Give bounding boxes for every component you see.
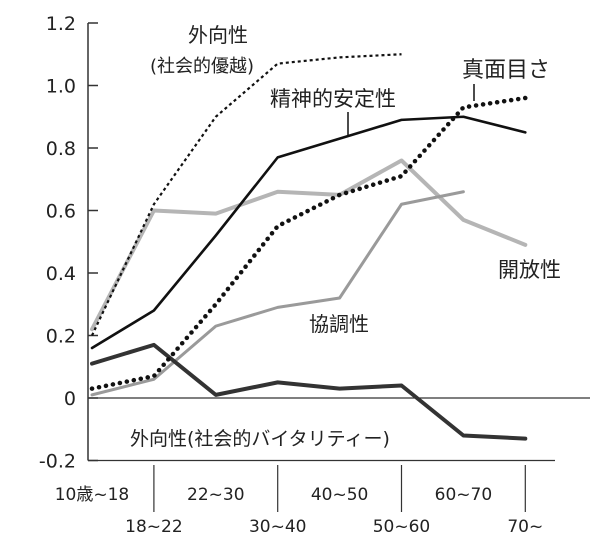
series-label: 協調性 [309, 312, 369, 336]
series-group [92, 54, 526, 439]
y-tick-label: 0 [64, 388, 76, 410]
x-tick-label: 50~60 [373, 517, 431, 537]
y-tick-label: 1.2 [46, 13, 76, 35]
x-tick-label: 60~70 [435, 485, 493, 505]
x-tick-label: 10歳~18 [55, 485, 130, 505]
x-tick-label: 40~50 [311, 485, 369, 505]
x-tick-label: 18~22 [125, 517, 183, 537]
series-label: 開放性 [498, 258, 561, 282]
y-tick-label: 1.0 [46, 76, 76, 98]
x-tick-label: 22~30 [187, 485, 245, 505]
series-label: 精神的安定性 [270, 87, 396, 111]
x-tick-label: 30~40 [249, 517, 307, 537]
y-tick-label: 0.2 [46, 326, 76, 348]
y-tick-label: 0.4 [46, 263, 76, 285]
series-labels: 外向性 (社会的優越) 精神的安定性 真面目さ開放性協調性外向性(社会的バイタリティー… [130, 23, 561, 450]
series-label: 外向性 [188, 23, 248, 47]
x-tick-label: 70~ [507, 517, 543, 537]
series-line [92, 345, 525, 439]
y-tick-label: 0.8 [46, 138, 76, 160]
y-tick-label: 0.6 [46, 201, 76, 223]
series-label: 真面目さ [462, 58, 550, 83]
y-tick-label: -0.2 [39, 451, 76, 473]
series-label: 外向性(社会的バイタリティー) [130, 428, 390, 450]
series-label: (社会的優越) [150, 56, 254, 77]
